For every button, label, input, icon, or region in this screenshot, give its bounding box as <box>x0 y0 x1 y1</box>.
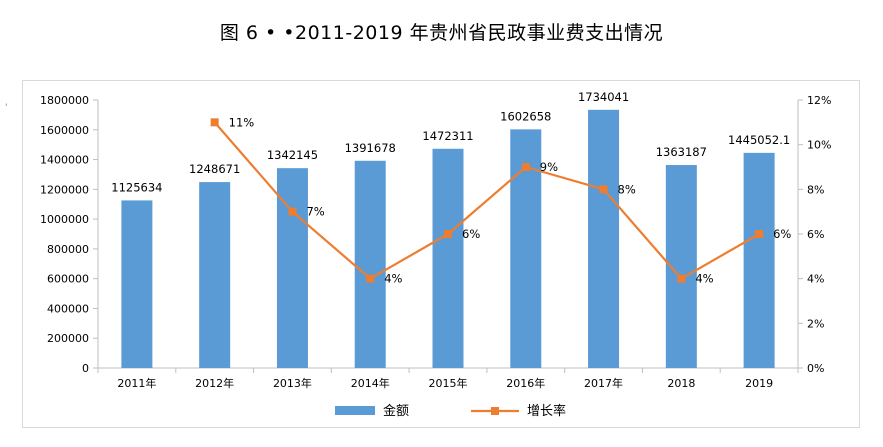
right-y-tick-label: 0% <box>807 362 824 375</box>
bar <box>588 109 620 369</box>
bar <box>199 182 231 368</box>
left-y-tick-label: 1800000 <box>40 94 89 107</box>
legend-line-marker <box>491 407 499 415</box>
stray-mark: ' <box>5 103 8 113</box>
x-tick-label: 2018 <box>667 377 695 390</box>
bar-data-label: 1391678 <box>345 141 396 155</box>
left-y-tick-label: 1400000 <box>40 154 89 167</box>
bar-data-label: 1342145 <box>267 148 318 162</box>
line-data-label: 6% <box>462 227 480 241</box>
growth-rate-marker <box>599 185 608 194</box>
bar-data-label: 1602658 <box>500 109 551 123</box>
bar-data-label: 1445052.1 <box>728 133 790 147</box>
bar-data-label: 1363187 <box>656 145 707 159</box>
left-y-tick-label: 600000 <box>47 273 89 286</box>
bar-data-label: 1472311 <box>422 129 473 143</box>
bar-data-label: 1734041 <box>578 90 629 104</box>
growth-rate-line <box>213 121 760 280</box>
combo-chart: 0 200000 400000 600000 800000 1000000 1200000 1… <box>40 90 831 419</box>
bar <box>121 200 153 368</box>
left-y-tick-label: 1600000 <box>40 124 89 137</box>
line-data-label: 8% <box>618 182 636 196</box>
x-tick-label: 2017年 <box>584 376 623 390</box>
growth-rate-marker <box>444 230 452 238</box>
right-y-tick-label: 4% <box>807 273 824 286</box>
growth-rate-marker <box>677 274 686 283</box>
line-data-label: 7% <box>306 205 324 219</box>
bar-data-label: 1248671 <box>189 162 240 176</box>
right-y-tick-label: 2% <box>807 317 824 330</box>
left-y-tick-label: 200000 <box>47 332 89 345</box>
growth-rate-marker <box>366 274 375 283</box>
left-y-tick-label: 1000000 <box>40 213 89 226</box>
line-data-label: 6% <box>773 227 791 241</box>
x-tick-label: 2016年 <box>506 376 545 390</box>
line-data-label: 4% <box>695 272 713 286</box>
left-y-tick-label: 400000 <box>47 302 89 315</box>
growth-rate-marker <box>288 207 297 216</box>
chart-frame: 0 200000 400000 600000 800000 1000000 1200000 1… <box>22 80 860 428</box>
right-y-tick-label: 8% <box>807 183 824 196</box>
chart-title: 图 6 • •2011-2019 年贵州省民政事业费支出情况 <box>219 22 664 44</box>
legend-bar-label: 金额 <box>383 403 409 419</box>
x-tick-label: 2013年 <box>273 376 312 390</box>
legend-line-label: 增长率 <box>527 403 566 419</box>
right-y-tick-label: 10% <box>807 139 831 152</box>
x-tick-label: 2015年 <box>429 376 468 390</box>
x-tick-label: 2014年 <box>351 376 390 390</box>
x-tick-label: 2012年 <box>195 376 234 390</box>
left-y-tick-label: 0 <box>82 362 89 375</box>
x-tick-label: 2019 <box>745 377 773 390</box>
growth-rate-marker <box>210 118 219 127</box>
right-y-tick-label: 6% <box>807 228 824 241</box>
line-data-label: 9% <box>540 160 558 174</box>
growth-rate-marker <box>755 230 764 238</box>
line-data-label: 4% <box>384 272 402 286</box>
bar-data-label: 1125634 <box>111 180 162 194</box>
x-tick-label: 2011年 <box>117 376 156 390</box>
legend-bar-swatch <box>335 406 375 415</box>
line-data-label: 11% <box>229 115 255 129</box>
bar <box>354 160 386 368</box>
left-y-tick-label: 800000 <box>47 243 89 256</box>
growth-rate-marker <box>521 163 530 171</box>
bar <box>276 168 308 368</box>
right-y-tick-label: 12% <box>807 94 831 107</box>
bar <box>432 148 464 368</box>
bar <box>743 152 775 368</box>
left-y-tick-label: 1200000 <box>40 183 89 196</box>
